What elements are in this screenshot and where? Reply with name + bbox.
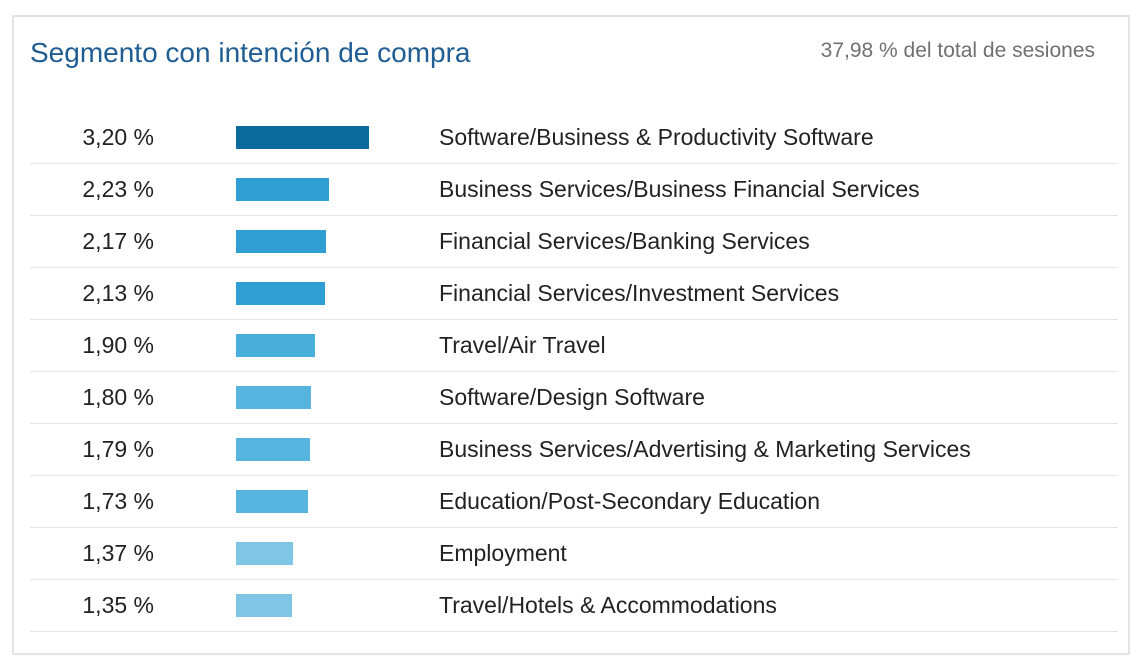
segment-bar (236, 126, 369, 149)
segment-category-label: Employment (439, 540, 567, 566)
segment-row: 2,17 % Financial Services/Banking Service… (30, 216, 1118, 268)
segment-bar-track (236, 528, 406, 579)
segment-bar-track (236, 476, 406, 527)
segment-category-label: Business Services/Advertising & Marketin… (439, 436, 971, 462)
segment-percentage: 1,80 % (82, 384, 154, 410)
segment-bar (236, 594, 292, 617)
segment-category-label: Financial Services/Banking Services (439, 228, 810, 254)
segment-category-label: Software/Design Software (439, 384, 705, 410)
segment-percentage: 2,17 % (82, 228, 154, 254)
segment-row: 1,90 % Travel/Air Travel (30, 320, 1118, 372)
segment-bar-track (236, 580, 406, 631)
segment-bar-track (236, 320, 406, 371)
segment-category-label: Travel/Air Travel (439, 332, 606, 358)
segment-percentage: 2,23 % (82, 176, 154, 202)
segment-category-label: Travel/Hotels & Accommodations (439, 592, 777, 618)
card-title: Segmento con intención de compra (30, 37, 471, 68)
segment-percentage: 1,90 % (82, 332, 154, 358)
segment-row: 2,13 % Financial Services/Investment Serv… (30, 268, 1118, 320)
segment-category-label: Education/Post-Secondary Education (439, 488, 821, 514)
segment-row: 1,35 % Travel/Hotels & Accommodations (30, 580, 1118, 632)
segment-rows: 3,20 % Software/Business & Productivity S… (30, 112, 1118, 632)
segment-percentage: 1,35 % (82, 592, 154, 618)
segment-bar (236, 386, 311, 409)
segment-row: 1,79 % Business Services/Advertising & Ma… (30, 424, 1118, 476)
segment-percentage: 1,79 % (82, 436, 154, 462)
segment-bar-track (236, 216, 406, 267)
segment-row: 3,20 % Software/Business & Productivity S… (30, 112, 1118, 164)
segment-category-label: Financial Services/Investment Services (439, 280, 840, 306)
segment-row: 1,80 % Software/Design Software (30, 372, 1118, 424)
segment-row: 1,37 % Employment (30, 528, 1118, 580)
segment-bar-track (236, 372, 406, 423)
segment-bar (236, 282, 325, 305)
segment-bar-track (236, 424, 406, 475)
segment-percentage: 2,13 % (82, 280, 154, 306)
sessions-share-text: 37,98 % del total de sesiones (820, 39, 1095, 62)
segment-bar (236, 334, 315, 357)
segment-bar-track (236, 268, 406, 319)
segment-bar (236, 438, 310, 461)
segment-percentage: 1,37 % (82, 540, 154, 566)
segment-category-label: Business Services/Business Financial Ser… (439, 176, 920, 202)
segment-category-label: Software/Business & Productivity Softwar… (439, 124, 874, 150)
segment-bar-track (236, 164, 406, 215)
segment-row: 1,73 % Education/Post-Secondary Education (30, 476, 1118, 528)
segment-percentage: 1,73 % (82, 488, 154, 514)
segment-bar (236, 230, 326, 253)
segment-bar-track (236, 112, 406, 163)
segment-card: Segmento con intención de compra 37,98 %… (12, 15, 1130, 655)
segment-bar (236, 178, 329, 201)
segment-bar (236, 490, 308, 513)
segment-bar (236, 542, 293, 565)
segment-percentage: 3,20 % (82, 124, 154, 150)
segment-row: 2,23 % Business Services/Business Financi… (30, 164, 1118, 216)
